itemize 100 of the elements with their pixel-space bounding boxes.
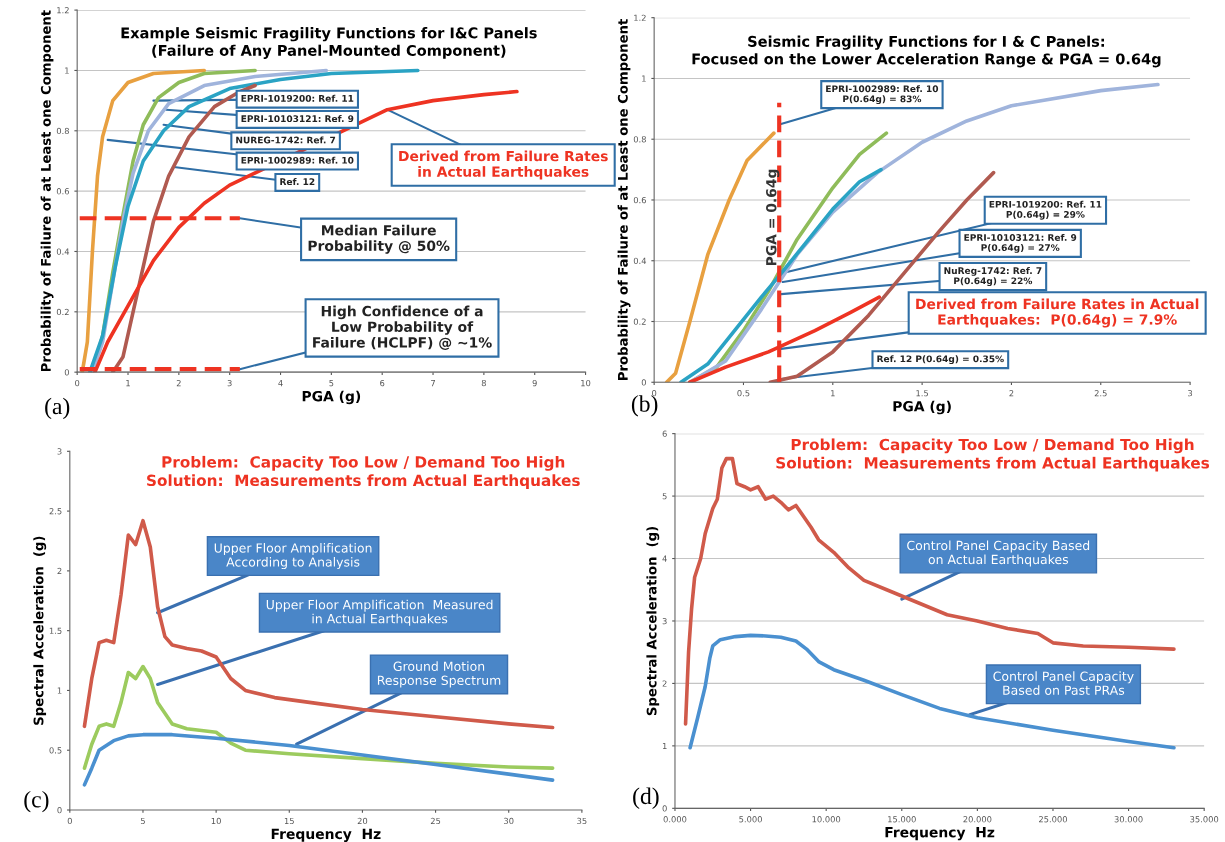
text: Problem: Capacity Too Low / Demand Too High Solution: Measurements from Actual Earthquakes (776, 438, 1210, 472)
x-tick-label: 0.5 (737, 390, 750, 397)
annotation: Derived from Failure Rates in Actual Earthquakes: P(0.64g) = 7.9% (916, 298, 1199, 328)
y-tick-label: 0 (57, 806, 62, 814)
annotation: High Confidence of a Low Probability of Failure (HCLPF) @ ~1% (313, 305, 492, 350)
x-axis-title: Frequency Hz (271, 828, 381, 842)
y-tick-label: 0 (64, 369, 69, 376)
x-tick-label: 2 (1009, 390, 1014, 397)
y-tick-label: 1 (65, 67, 69, 74)
annotation: Ref. 12 (280, 178, 315, 186)
x-tick-label: 30.000 (1114, 816, 1143, 823)
x-tick-label: 9 (532, 379, 537, 387)
y-tick-label: 6 (662, 430, 667, 437)
annotation: Upper Floor Amplification According to Analysis (214, 543, 372, 570)
annotation: PGA = 0.64g (766, 169, 780, 266)
text: (d) (633, 787, 659, 809)
annotation: Upper Floor Amplification Measured in Actual Earthquakes (266, 599, 493, 626)
line-series (82, 518, 555, 730)
y-tick-label: 0.8 (633, 136, 646, 143)
y-tick-label: 1.2 (57, 7, 69, 14)
y-tick-label: 0.4 (633, 257, 647, 265)
annotation: Control Panel Capacity Based on Past PRAs (993, 671, 1134, 695)
text: Problem: Capacity Too Low / Demand Too High Solution: Measurements from Actual Earthquakes (147, 455, 580, 490)
annotation: NuReg-1742: Ref. 7 P(0.64g) = 22% (944, 267, 1042, 287)
y-tick-label: 1 (57, 687, 62, 694)
x-tick-label: 1.5 (916, 390, 929, 397)
x-tick-label: 5.000 (739, 816, 762, 823)
annotation: EPRI-1002989: Ref. 10 (241, 156, 354, 164)
x-tick-label: 1 (126, 380, 130, 387)
x-tick-label: 0 (652, 390, 657, 397)
annotation: Control Panel Capacity Based on Actual Earthquakes (907, 540, 1090, 567)
x-tick-label: 20 (357, 817, 368, 825)
x-tick-label: 35 (577, 817, 587, 825)
x-tick-label: 5 (140, 817, 145, 825)
y-tick-label: 5 (662, 493, 667, 500)
text: (b) (631, 395, 658, 417)
x-tick-label: 1 (831, 390, 835, 397)
y-tick-label: 0.2 (56, 308, 69, 316)
annotation: EPRI-10103121: Ref. 9 (241, 115, 354, 123)
y-tick-label: 3 (662, 617, 667, 625)
x-tick-label: 20.000 (963, 816, 992, 823)
line-series (688, 633, 1176, 750)
y-tick-label: 0.6 (56, 188, 70, 195)
annotation: EPRI-1002989: Ref. 10 P(0.64g) = 83% (826, 85, 939, 105)
x-tick-label: 0 (75, 379, 80, 387)
x-tick-label: 10.000 (812, 816, 841, 823)
text: Example Seismic Fragility Functions for I&C Panels (Failure of Any Panel-Mounted Component) (121, 27, 537, 59)
text: (c) (24, 790, 49, 813)
x-tick-label: 10 (581, 379, 591, 387)
y-tick-label: 2 (57, 567, 62, 575)
annotation: Ground Motion Response Spectrum (377, 661, 501, 688)
y-tick-label: 0.2 (633, 318, 646, 325)
text: Seismic Fragility Functions for I & C Panels: Focused on the Lower Acceleration Range & PGA = 0.64g (692, 35, 1161, 68)
x-axis-title: PGA (g) (893, 400, 951, 415)
x-tick-label: 3 (1188, 390, 1193, 397)
y-tick-label: 1 (642, 75, 646, 82)
x-tick-label: 0.000 (663, 816, 687, 823)
annotation: NUREG-1742: Ref. 7 (236, 136, 336, 144)
y-axis-title: Spectral Acceleration (g) (646, 527, 660, 716)
y-tick-label: 0.4 (56, 248, 70, 255)
y-tick-label: 1 (662, 742, 667, 750)
annotation: EPRI-1019200: Ref. 11 (241, 94, 354, 102)
line-series (82, 732, 555, 787)
x-tick-label: 2 (176, 379, 181, 387)
x-axis-title: Frequency Hz (885, 827, 995, 841)
annotation: Median Failure Probability @ 50% (308, 224, 450, 254)
y-tick-label: 1.2 (634, 14, 646, 21)
y-tick-label: 0 (662, 805, 667, 812)
x-tick-label: 4 (278, 380, 283, 387)
x-tick-label: 7 (431, 380, 435, 387)
x-tick-label: 10 (211, 817, 221, 825)
x-tick-label: 30 (504, 817, 514, 825)
x-tick-label: 8 (481, 379, 486, 387)
y-tick-label: 0.8 (56, 127, 69, 135)
y-tick-label: 2.5 (49, 508, 62, 515)
x-tick-label: 3 (227, 379, 232, 387)
x-tick-label: 5 (329, 380, 334, 387)
x-tick-label: 15 (284, 817, 294, 825)
x-axis-title: PGA (g) (302, 390, 361, 405)
y-tick-label: 0.5 (49, 747, 62, 754)
y-tick-label: 0.6 (633, 196, 646, 204)
annotation: EPRI-10103121: Ref. 9 P(0.64g) = 27% (964, 233, 1077, 253)
y-tick-label: 4 (662, 555, 667, 562)
y-tick-label: 3 (57, 448, 62, 455)
y-axis-title: Spectral Acceleration (g) (33, 536, 47, 725)
x-tick-label: 25.000 (1039, 816, 1067, 823)
y-tick-label: 1.5 (49, 627, 62, 634)
x-tick-label: 25 (430, 817, 441, 825)
annotation: Ref. 12 P(0.64g) = 0.35% (877, 355, 1004, 365)
x-tick-label: 2.5 (1094, 390, 1107, 397)
x-tick-label: 35.000 (1190, 816, 1219, 823)
text: (a) (45, 397, 70, 420)
x-tick-label: 15.000 (888, 816, 916, 823)
y-tick-label: 2 (662, 680, 667, 687)
y-axis-title: Probability of Failure of at Least one Component (617, 19, 631, 380)
annotation: EPRI-1019200: Ref. 11 P(0.64g) = 29% (989, 200, 1102, 220)
x-tick-label: 6 (380, 379, 385, 387)
y-axis-title: Probability of Failure of at Least one Component (40, 10, 54, 372)
annotation: Derived from Failure Rates in Actual Earthquakes (399, 150, 608, 180)
line-series (80, 68, 207, 373)
